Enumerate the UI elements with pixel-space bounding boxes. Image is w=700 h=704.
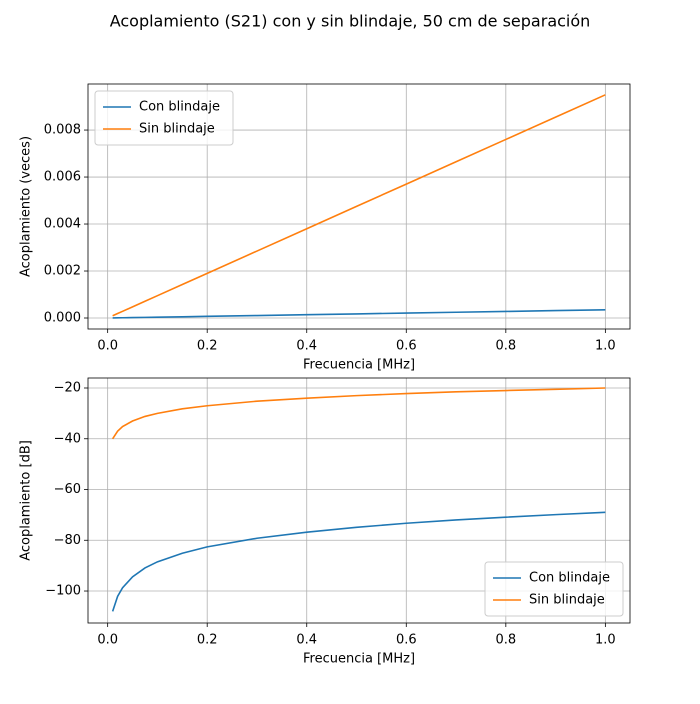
y-tick-label: 0.004 bbox=[44, 217, 81, 232]
x-tick-label: 0.2 bbox=[197, 339, 218, 354]
x-tick-label: 0.2 bbox=[197, 633, 218, 648]
y-tick-label: 0.008 bbox=[44, 123, 81, 138]
y-tick-label: −20 bbox=[54, 380, 81, 395]
line-series bbox=[111, 511, 606, 612]
legend-label: Sin blindaje bbox=[529, 593, 605, 608]
y-tick-label: 0.002 bbox=[44, 264, 81, 279]
x-tick-label: 0.4 bbox=[296, 633, 317, 648]
y-axis-label: Acoplamiento [dB] bbox=[19, 440, 34, 561]
x-tick-label: 0.8 bbox=[495, 633, 516, 648]
figure-title: Acoplamiento (S21) con y sin blindaje, 5… bbox=[110, 12, 591, 31]
plot-frame bbox=[87, 83, 631, 330]
y-tick-label: 0.006 bbox=[44, 170, 81, 185]
x-tick-label: 1.0 bbox=[595, 633, 616, 648]
x-tick-label: 0.0 bbox=[97, 633, 118, 648]
x-tick-label: 0.6 bbox=[396, 339, 417, 354]
line-series bbox=[112, 308, 606, 319]
legend-label: Con blindaje bbox=[139, 100, 220, 115]
x-tick-label: 0.6 bbox=[396, 633, 417, 648]
y-axis-label: Acoplamiento (veces) bbox=[19, 136, 34, 277]
legend-box bbox=[484, 561, 624, 617]
line-series bbox=[112, 94, 606, 317]
plot-frame bbox=[87, 377, 631, 624]
y-tick-label: −100 bbox=[45, 584, 81, 599]
legend-box bbox=[94, 90, 234, 146]
y-tick-label: −40 bbox=[54, 431, 81, 446]
y-tick-label: 0.000 bbox=[44, 311, 81, 326]
x-axis-label: Frecuencia [MHz] bbox=[303, 652, 415, 667]
legend-label: Sin blindaje bbox=[139, 122, 215, 137]
x-tick-label: 0.0 bbox=[97, 339, 118, 354]
x-tick-label: 0.4 bbox=[296, 339, 317, 354]
x-tick-label: 0.8 bbox=[495, 339, 516, 354]
y-tick-label: −80 bbox=[54, 533, 81, 548]
legend-label: Con blindaje bbox=[529, 571, 610, 586]
y-tick-label: −60 bbox=[54, 482, 81, 497]
x-tick-label: 1.0 bbox=[595, 339, 616, 354]
line-series bbox=[111, 387, 606, 440]
x-axis-label: Frecuencia [MHz] bbox=[303, 358, 415, 373]
